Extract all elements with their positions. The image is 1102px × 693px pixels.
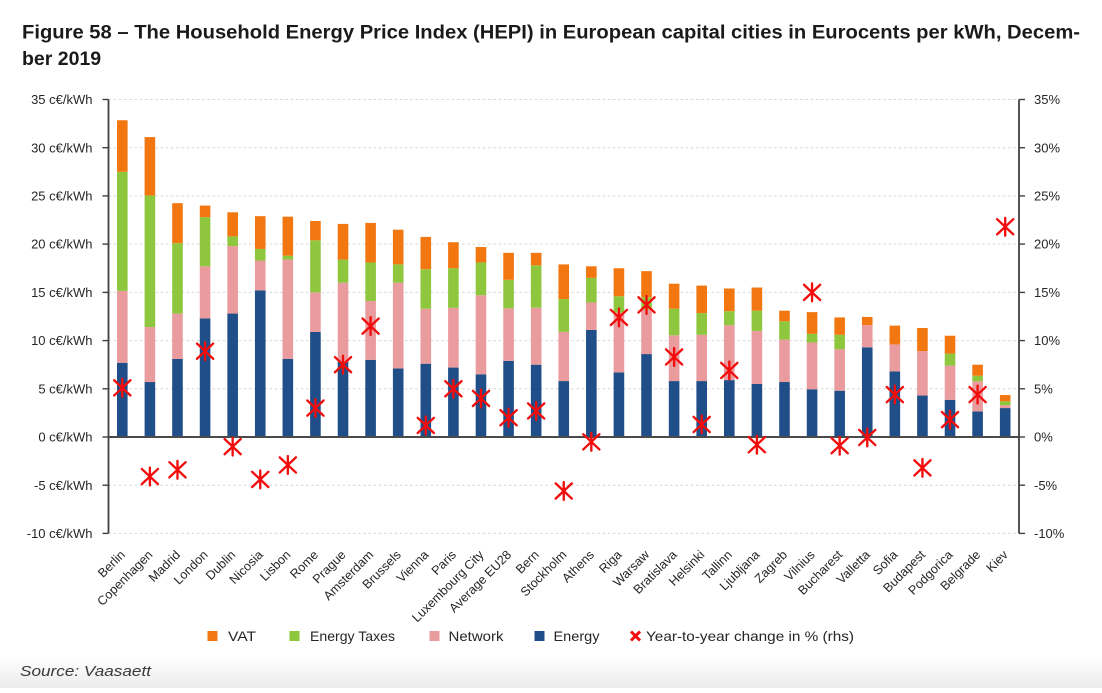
svg-text:Energy Taxes: Energy Taxes bbox=[310, 628, 395, 644]
svg-text:15 c€/kWh: 15 c€/kWh bbox=[31, 285, 92, 300]
svg-text:Figure 58 – The Household Ener: Figure 58 – The Household Energy Price I… bbox=[22, 22, 1080, 44]
svg-text:-5%: -5% bbox=[1034, 478, 1058, 493]
svg-text:35 c€/kWh: 35 c€/kWh bbox=[31, 92, 92, 107]
svg-text:25%: 25% bbox=[1034, 189, 1060, 204]
svg-text:Energy: Energy bbox=[554, 628, 600, 644]
svg-text:VAT: VAT bbox=[228, 628, 256, 644]
svg-text:-10 c€/kWh: -10 c€/kWh bbox=[27, 526, 93, 541]
svg-text:30%: 30% bbox=[1034, 140, 1060, 155]
svg-text:Year-to-year change in % (rhs): Year-to-year change in % (rhs) bbox=[646, 628, 854, 644]
svg-text:20%: 20% bbox=[1034, 237, 1060, 252]
svg-text:25 c€/kWh: 25 c€/kWh bbox=[31, 189, 92, 204]
svg-text:15%: 15% bbox=[1034, 285, 1060, 300]
svg-text:0%: 0% bbox=[1034, 430, 1053, 445]
svg-text:-5 c€/kWh: -5 c€/kWh bbox=[34, 478, 93, 493]
svg-text:Network: Network bbox=[449, 628, 505, 644]
svg-text:5%: 5% bbox=[1034, 381, 1053, 396]
svg-text:10 c€/kWh: 10 c€/kWh bbox=[31, 333, 92, 348]
svg-text:20 c€/kWh: 20 c€/kWh bbox=[31, 237, 92, 252]
svg-text:10%: 10% bbox=[1034, 333, 1060, 348]
svg-text:30 c€/kWh: 30 c€/kWh bbox=[31, 140, 92, 155]
svg-text:35%: 35% bbox=[1034, 92, 1060, 107]
svg-text:ber 2019: ber 2019 bbox=[22, 48, 101, 70]
svg-text:Source: Vaasaett: Source: Vaasaett bbox=[20, 664, 152, 680]
svg-text:5 c€/kWh: 5 c€/kWh bbox=[38, 381, 92, 396]
svg-text:-10%: -10% bbox=[1034, 526, 1065, 541]
svg-text:0 c€/kWh: 0 c€/kWh bbox=[38, 430, 92, 445]
